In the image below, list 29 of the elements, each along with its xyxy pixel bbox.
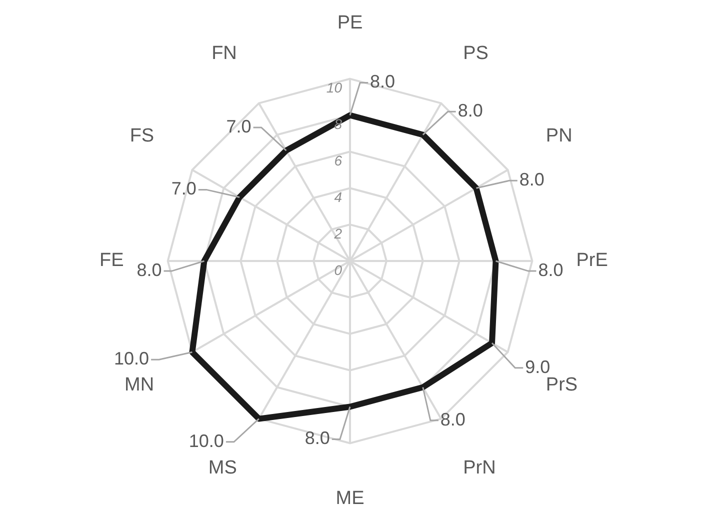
spoke-label: PrE [576,250,608,272]
spoke-label: FS [130,126,154,147]
y-tick-label: 2 [333,225,342,242]
data-label: 8.0 [136,260,162,280]
data-label: 9.0 [525,356,550,377]
data-label: 10.0 [188,430,224,451]
y-tick-label: 4 [334,189,342,206]
spoke-label: PE [337,12,363,34]
y-tick-label: 0 [334,262,342,278]
data-label: 7.0 [226,116,252,136]
data-label: 8.0 [519,170,544,190]
spoke-label: ME [336,488,364,509]
spoke-label: MN [124,374,154,396]
spoke-label: PrN [463,458,496,479]
data-label: 8.0 [304,428,330,448]
spoke-label: FE [100,250,124,272]
data-label: 8.0 [370,72,396,92]
data-label: 7.0 [171,178,196,199]
spoke-label: PrS [546,374,578,396]
spoke-label: FN [212,42,237,64]
data-label: 8.0 [458,100,483,121]
spoke-label: PN [546,126,572,147]
spoke-label: MS [208,458,237,479]
data-label: 10.0 [114,348,150,369]
y-tick-label: 6 [334,152,342,169]
y-tick-label: 10 [326,80,342,96]
spoke-label: PS [463,42,488,64]
data-label: 8.0 [440,409,466,430]
data-label: 8.0 [538,260,564,280]
